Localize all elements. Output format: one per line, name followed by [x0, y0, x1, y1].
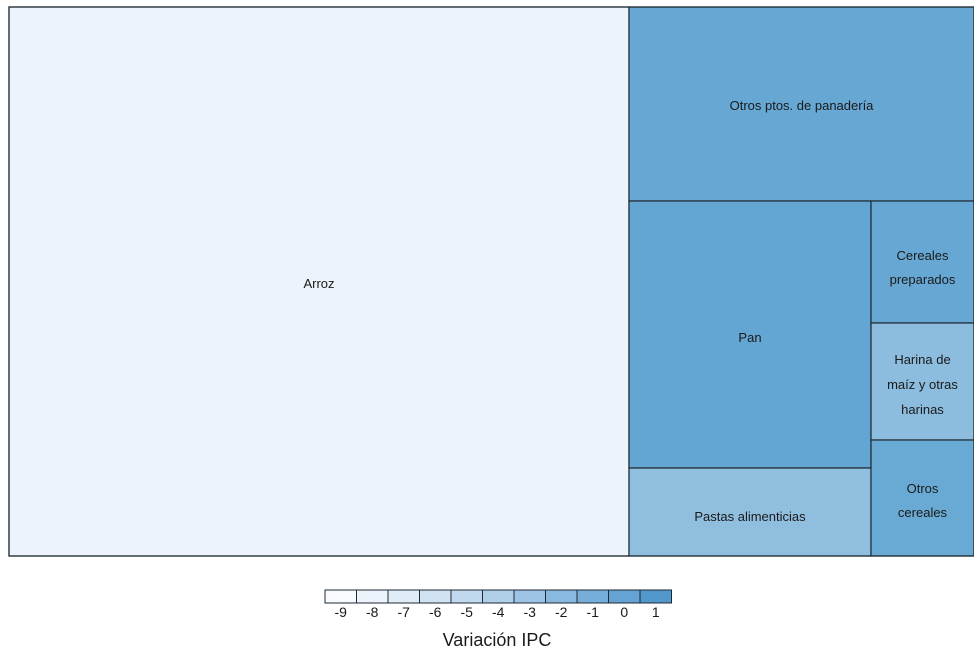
legend-tick-label: -9 [335, 604, 348, 620]
legend-swatch [545, 589, 578, 604]
treemap-tiles: Arroz Otros ptos. de panadería Pan Pastas a… [8, 6, 974, 557]
legend-tick-label: 0 [620, 604, 628, 620]
tile-label: Otros ptos. de panadería [730, 98, 875, 113]
legend-swatch [419, 589, 452, 604]
tile-otros-cereales: Otros cereales [870, 439, 974, 557]
tile-rect [8, 6, 630, 557]
tile-rect [870, 439, 974, 557]
legend-tick-label: -6 [429, 604, 442, 620]
legend-title: Variación IPC [443, 630, 552, 650]
tile-pastas-alimenticias: Pastas alimenticias [628, 467, 872, 557]
legend-tick-label: 1 [652, 604, 660, 620]
legend-tick-label: -2 [555, 604, 568, 620]
tile-pan: Pan [628, 200, 872, 469]
legend-swatch [450, 589, 483, 604]
tile-rect [870, 322, 974, 441]
legend-swatch [576, 589, 609, 604]
tile-arroz: Arroz [8, 6, 630, 557]
tile-rect [870, 200, 974, 324]
legend-swatch [608, 589, 641, 604]
legend: -9 -8 -7 -6 -5 -4 -3 -2 -1 0 1 Variación IPC [324, 589, 672, 650]
tile-label: Harina de [894, 352, 950, 367]
tile-label: Arroz [303, 276, 334, 291]
tile-cereales-preparados: Cereales preparados [870, 200, 974, 324]
tile-label: maíz y otras [887, 377, 958, 392]
legend-ticks: -9 -8 -7 -6 -5 -4 -3 -2 -1 0 1 [335, 604, 660, 620]
legend-swatch [387, 589, 420, 604]
tile-label: preparados [890, 272, 956, 287]
tile-rect [628, 467, 872, 557]
legend-tick-label: -4 [492, 604, 505, 620]
tile-rect [628, 6, 974, 202]
legend-tick-label: -1 [587, 604, 600, 620]
legend-swatches [324, 589, 672, 604]
tile-label: Otros [907, 481, 939, 496]
legend-swatch [324, 589, 357, 604]
legend-swatch [639, 589, 672, 604]
tile-label: Cereales [896, 248, 949, 263]
legend-swatch [482, 589, 515, 604]
legend-swatch [356, 589, 389, 604]
legend-tick-label: -5 [461, 604, 474, 620]
tile-otros-ptos-de-panaderia: Otros ptos. de panadería [628, 6, 974, 202]
legend-tick-label: -7 [398, 604, 411, 620]
treemap-border [8, 6, 974, 557]
tile-label: Pan [738, 330, 761, 345]
tile-label: harinas [901, 402, 944, 417]
legend-swatch [513, 589, 546, 604]
tile-harina-de-maiz-y-otras-harinas: Harina de maíz y otras harinas [870, 322, 974, 441]
legend-tick-label: -3 [524, 604, 537, 620]
legend-tick-label: -8 [366, 604, 379, 620]
tile-label: cereales [898, 505, 948, 520]
tile-label: Pastas alimenticias [694, 509, 806, 524]
